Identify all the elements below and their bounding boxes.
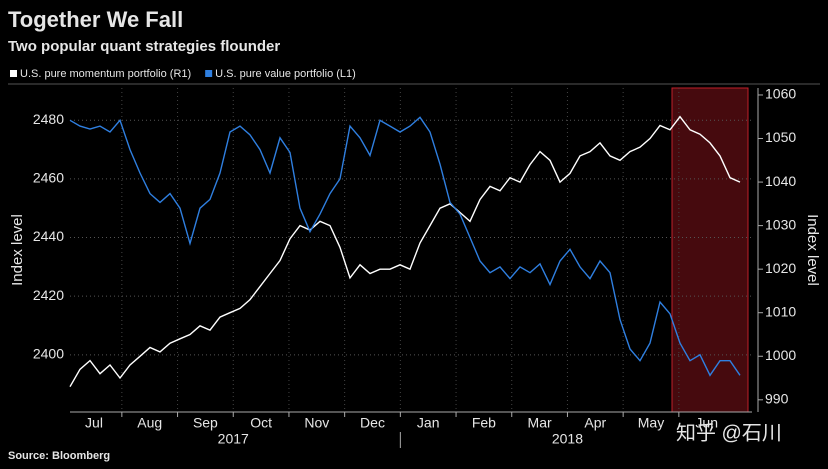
x-tick-label: Jan <box>417 415 440 431</box>
legend-label: U.S. pure value portfolio (L1) <box>215 68 356 80</box>
y2-tick-label: 1000 <box>765 347 796 363</box>
x-tick-label: Jul <box>85 415 103 431</box>
data-line <box>69 115 741 388</box>
y-axis-title: Index level <box>9 214 26 286</box>
x-year-label: 2017 <box>218 431 249 447</box>
x-tick-label: May <box>638 415 664 431</box>
x-tick-label: Jun <box>695 415 718 431</box>
y2-axis-title: Index level <box>804 214 821 286</box>
legend-label: U.S. pure momentum portfolio (R1) <box>20 68 191 80</box>
source: Source: Bloomberg <box>8 450 110 462</box>
chart-title: Together We Fall <box>8 7 183 32</box>
watermark: 知乎 @石川 <box>676 421 782 444</box>
legend-swatch <box>10 70 17 77</box>
y2-tick-label: 990 <box>765 391 789 407</box>
y-tick-label: 2420 <box>33 287 64 303</box>
data-line <box>69 116 741 377</box>
x-tick-label: Feb <box>472 415 496 431</box>
x-tick-label: Nov <box>304 415 329 431</box>
x-tick-label: Sep <box>193 415 218 431</box>
x-tick-label: Oct <box>250 415 272 431</box>
chart-subtitle: Two popular quant strategies flounder <box>8 38 280 55</box>
highlight-region <box>671 87 749 413</box>
x-year-label: 2018 <box>552 431 583 447</box>
x-tick-label: Apr <box>584 415 606 431</box>
y2-tick-label: 1030 <box>765 216 796 232</box>
y2-tick-label: 1020 <box>765 260 796 276</box>
y2-tick-label: 1010 <box>765 303 796 319</box>
legend-swatch <box>205 70 213 77</box>
y-tick-label: 2440 <box>33 228 64 244</box>
y-tick-label: 2400 <box>33 346 64 362</box>
y-tick-label: 2480 <box>33 111 64 127</box>
y-tick-label: 2460 <box>33 170 64 186</box>
y2-tick-label: 1040 <box>765 173 796 189</box>
y2-tick-label: 1050 <box>765 129 796 145</box>
x-tick-label: Dec <box>360 415 385 431</box>
x-tick-label: Mar <box>528 415 552 431</box>
y2-tick-label: 1060 <box>765 86 796 102</box>
x-tick-label: Aug <box>137 415 162 431</box>
